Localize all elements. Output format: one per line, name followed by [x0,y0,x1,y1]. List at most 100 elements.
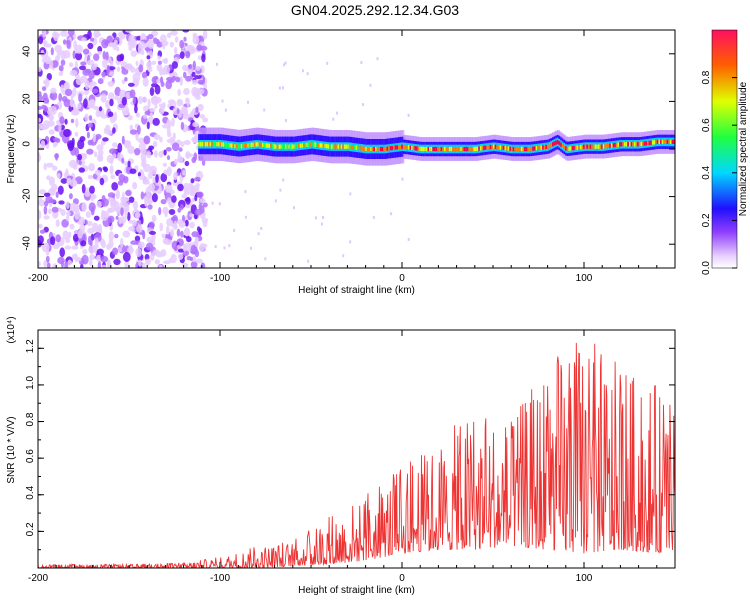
noise-cell [55,219,60,227]
band-core [491,144,495,149]
speck-cell [274,199,277,203]
noise-cell [127,211,131,222]
band-core [666,139,670,144]
band-core [493,144,496,149]
band-core [229,143,233,148]
noise-cell [108,92,115,102]
noise-cell [74,131,79,137]
noise-cell [64,261,68,268]
band-core [327,144,331,149]
noise-cell [91,222,99,232]
band-core [506,146,510,151]
noise-cell [167,197,171,205]
band-core [222,142,226,147]
noise-cell [105,100,111,109]
noise-cell [107,111,114,117]
noise-cell [78,167,86,173]
band-core [427,146,431,152]
band-core [524,146,528,152]
band-core [527,146,531,152]
band-core [597,144,601,149]
noise-cell [38,152,41,162]
y-tick-label: 20 [22,93,33,105]
noise-cell [119,237,124,248]
speck-cell [314,216,317,220]
noise-cell [158,264,163,268]
speck-cell [407,113,410,117]
band-core [391,145,395,151]
band-core [226,142,229,148]
band-core [563,145,567,150]
band-core [208,142,211,147]
noise-cell [121,157,125,164]
noise-cell [89,239,93,246]
band-core [306,142,310,147]
noise-cell [183,140,191,145]
band-core [614,142,618,148]
band-core [468,146,472,152]
band-core [501,145,505,150]
noise-cell [184,160,190,167]
noise-cell [191,231,199,238]
band-core [245,143,249,148]
band-core [610,143,614,148]
noise-cell [66,39,71,49]
band-core [396,145,400,150]
speck-cell [257,232,260,236]
noise-cell [140,148,147,156]
noise-cell [189,221,195,229]
noise-cell [191,86,199,97]
noise-cell [87,42,94,50]
band-core [337,144,341,149]
noise-cell [182,262,189,268]
noise-cell [198,243,205,252]
noise-cell [124,77,128,82]
noise-cell [62,39,67,45]
noise-cell [194,238,199,248]
noise-cell [171,61,178,69]
noise-cell [38,235,44,244]
band-core [248,143,252,148]
noise-cell [109,60,114,67]
noise-cell [192,138,200,143]
noise-cell [106,154,114,164]
noise-cell [170,30,178,36]
colorbar-tick-label: 0.8 [701,70,712,84]
band-core [373,146,377,152]
y-tick-label: 0.2 [25,522,36,536]
noise-cell [160,249,167,257]
band-core [340,144,344,149]
band-core [637,142,641,147]
band-core [602,144,606,149]
noise-cell [38,210,42,220]
band-core [221,142,225,147]
band-core [630,142,634,147]
noise-cell [177,88,181,96]
noise-cell [180,203,184,211]
noise-cell [138,64,144,73]
noise-cell [184,228,190,237]
speck-cell [407,238,410,241]
noise-cell [174,36,179,43]
noise-cell [195,258,203,264]
band-core [673,139,675,144]
band-core [411,145,415,150]
band-core [307,142,311,147]
noise-cell [197,55,202,60]
noise-cell [198,203,202,210]
noise-cell [117,180,124,186]
speck-cell [282,178,285,182]
noise-cell [158,207,162,216]
noise-cell [125,140,132,148]
noise-cell [93,215,100,221]
band-core [632,142,636,147]
noise-cell [144,258,151,266]
noise-cell [182,250,190,257]
band-core [514,146,518,152]
noise-cell [125,30,134,33]
band-core [286,144,290,149]
band-core [285,144,288,149]
noise-cell [86,131,90,139]
noise-cell [184,219,189,227]
noise-cell [84,79,90,90]
